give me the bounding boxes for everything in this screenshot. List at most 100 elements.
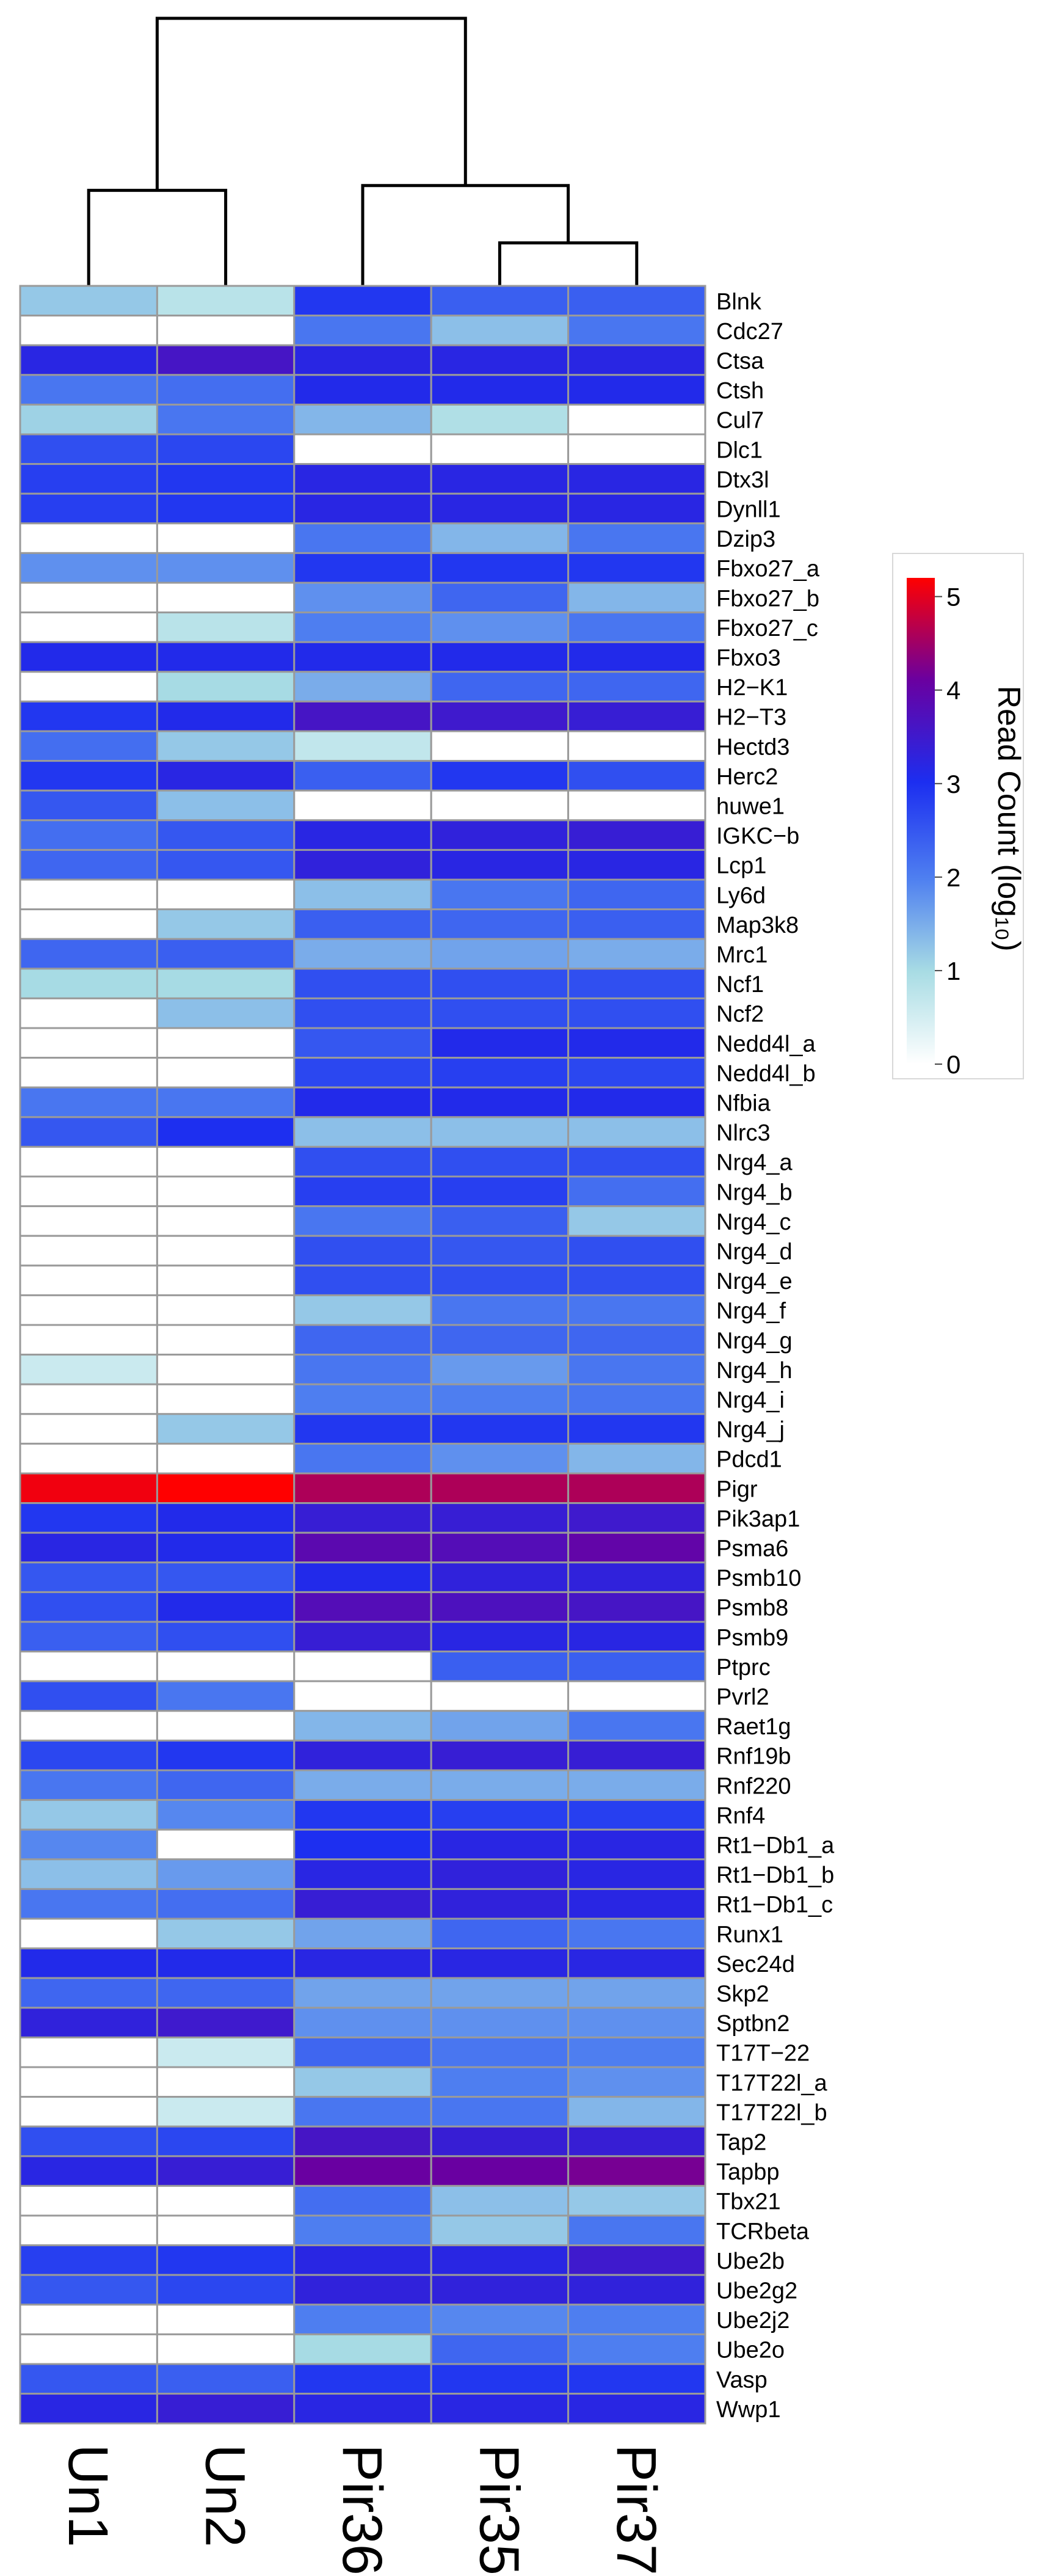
row-label: Herc2 xyxy=(716,764,778,790)
heatmap-cell xyxy=(567,492,706,525)
heatmap-cell xyxy=(19,1116,158,1148)
heatmap-cell xyxy=(567,2363,706,2395)
heatmap-cell xyxy=(156,1680,296,1712)
heatmap-cell xyxy=(293,344,432,376)
row-label: Skp2 xyxy=(716,1982,769,2007)
heatmap-cell xyxy=(567,552,706,584)
heatmap-cell xyxy=(156,2333,296,2365)
heatmap-cell xyxy=(293,1710,432,1742)
heatmap-cell xyxy=(567,1502,706,1534)
heatmap-cell xyxy=(19,1947,158,1979)
heatmap-cell xyxy=(430,819,570,851)
heatmap-cell xyxy=(430,1680,570,1712)
heatmap-cell xyxy=(567,2184,706,2217)
heatmap-cell xyxy=(156,2155,296,2187)
heatmap-cell xyxy=(156,1947,296,1979)
heatmap-cell xyxy=(19,2125,158,2158)
heatmap-cell xyxy=(293,433,432,465)
heatmap-cell xyxy=(19,552,158,584)
heatmap-cell xyxy=(567,1531,706,1564)
heatmap-cell xyxy=(293,1888,432,1920)
heatmap-cell xyxy=(19,1264,158,1296)
heatmap-cell xyxy=(19,760,158,792)
heatmap-cell xyxy=(567,1680,706,1712)
heatmap-cell xyxy=(430,1502,570,1534)
heatmap-cell xyxy=(156,878,296,911)
heatmap-cell xyxy=(567,1324,706,1356)
heatmap-cell xyxy=(156,1621,296,1653)
column-label: Pir35 xyxy=(468,2444,530,2575)
heatmap-cell xyxy=(19,285,158,317)
heatmap-cell xyxy=(430,2007,570,2038)
heatmap-cell xyxy=(19,1442,158,1475)
heatmap-cell xyxy=(430,671,570,702)
heatmap-cell xyxy=(293,285,432,317)
heatmap-cell xyxy=(567,344,706,376)
heatmap-cell xyxy=(430,2393,570,2425)
heatmap-cell xyxy=(19,819,158,851)
heatmap-cell xyxy=(293,1205,432,1237)
heatmap-cell xyxy=(293,1057,432,1089)
row-label: Fbxo27_a xyxy=(716,556,820,582)
heatmap-cell xyxy=(19,671,158,702)
heatmap-cell xyxy=(293,1858,432,1890)
row-label: Dlc1 xyxy=(716,437,763,463)
heatmap-cell xyxy=(567,1472,706,1505)
row-label: Nrg4_j xyxy=(716,1417,785,1443)
heatmap-cell xyxy=(19,2036,158,2068)
heatmap-cell xyxy=(156,2184,296,2217)
heatmap-cell xyxy=(430,1235,570,1267)
heatmap-cell xyxy=(567,2214,706,2247)
heatmap-cell xyxy=(567,285,706,317)
heatmap-cell xyxy=(567,760,706,792)
heatmap-cell xyxy=(293,463,432,495)
heatmap-cell xyxy=(293,1917,432,1950)
heatmap-cell xyxy=(567,403,706,436)
heatmap-cell xyxy=(19,1324,158,1356)
heatmap-cell xyxy=(156,1324,296,1356)
column-labels: Un1 Un2 Pir36 Pir35 Pir37 xyxy=(57,2444,667,2575)
heatmap-cell xyxy=(156,403,296,436)
row-label: H2−K1 xyxy=(716,675,788,701)
heatmap-cell xyxy=(293,1472,432,1505)
heatmap-cell xyxy=(567,1235,706,1267)
heatmap-cell xyxy=(19,1621,158,1653)
heatmap-cell xyxy=(567,1739,706,1771)
heatmap-cell xyxy=(567,2036,706,2068)
heatmap-cell xyxy=(19,1858,158,1890)
row-label: Psmb8 xyxy=(716,1596,788,1621)
heatmap-cell xyxy=(19,1294,158,1326)
heatmap-cell xyxy=(19,1799,158,1831)
heatmap-cell xyxy=(567,1621,706,1653)
heatmap-cell xyxy=(156,2007,296,2038)
row-label: TCRbeta xyxy=(716,2219,810,2244)
row-label: T17T22l_a xyxy=(716,2070,828,2096)
dendrogram-branch xyxy=(361,184,570,286)
column-label: Pir36 xyxy=(331,2444,393,2575)
heatmap-cell xyxy=(430,997,570,1029)
heatmap-cell xyxy=(430,878,570,911)
heatmap-cell xyxy=(19,1769,158,1801)
heatmap-cell xyxy=(156,1888,296,1920)
heatmap-cell xyxy=(19,463,158,495)
heatmap-cell xyxy=(567,1561,706,1593)
heatmap-cell xyxy=(567,2096,706,2128)
heatmap-cell xyxy=(567,1294,706,1326)
heatmap-cell xyxy=(293,1086,432,1118)
row-label: Sec24d xyxy=(716,1952,795,1977)
row-label: Fbxo27_b xyxy=(716,586,819,611)
heatmap-cell xyxy=(430,1057,570,1089)
row-label: Ncf1 xyxy=(716,972,764,998)
heatmap-cell xyxy=(567,2007,706,2038)
heatmap-cell xyxy=(156,760,296,792)
row-label: Blnk xyxy=(716,289,762,315)
heatmap-cell xyxy=(293,968,432,999)
heatmap-cell xyxy=(293,2096,432,2128)
row-labels: Blnk Cdc27 Ctsa Ctsh Cul7 Dlc1 Dtx3l Dynll1 Dzip… xyxy=(716,289,835,2423)
heatmap-cell xyxy=(19,789,158,822)
heatmap-cell xyxy=(19,641,158,673)
row-label: Map3k8 xyxy=(716,913,799,938)
heatmap-cell xyxy=(156,997,296,1029)
heatmap-cell xyxy=(430,641,570,673)
